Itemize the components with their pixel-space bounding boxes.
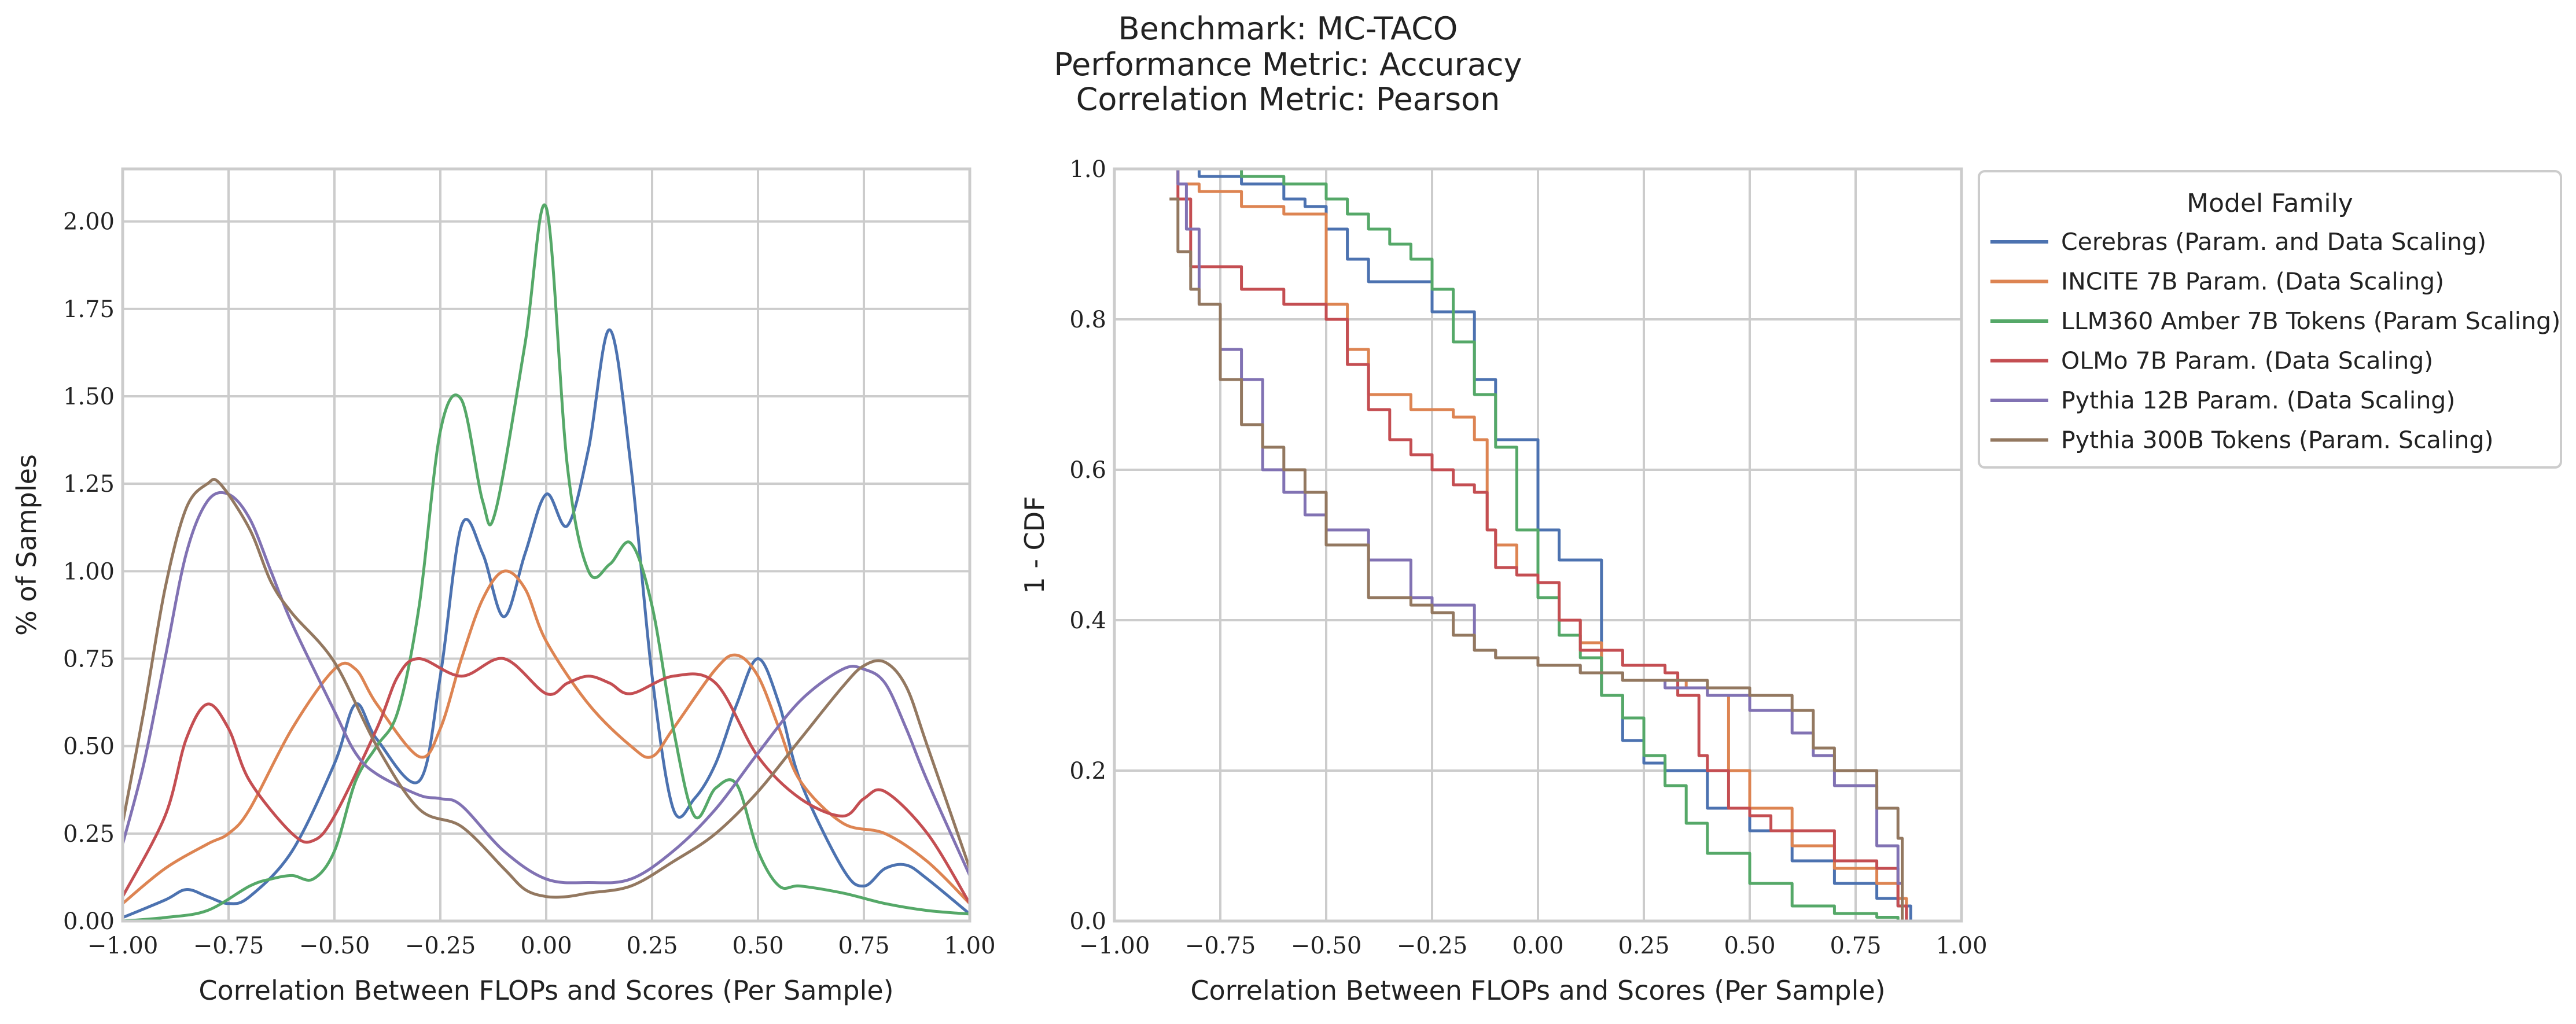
kde-y-tick-label: 1.75 (63, 296, 115, 323)
cdf-x-axis-label: Correlation Between FLOPs and Scores (Pe… (1190, 975, 1885, 1006)
cdf-x-tick-label: 0.75 (1830, 933, 1881, 959)
cdf-x-tick-label: 0.25 (1618, 933, 1669, 959)
legend-box (1978, 170, 2562, 469)
legend-label: OLMo 7B Param. (Data Scaling) (2061, 347, 2433, 375)
cdf-y-tick-label: 0.0 (1069, 908, 1106, 935)
cdf-x-tick-label: −0.75 (1185, 933, 1256, 959)
cdf-plot: −1.00 −0.75 −0.50 −0.25 0.00 0.25 0.50 0.75 1.00… (1019, 156, 1988, 1006)
legend-entry: Pythia 12B Param. (Data Scaling) (1990, 386, 2455, 414)
kde-plot: −1.00 −0.75 −0.50 −0.25 0.00 0.25 0.50 0.75 1.00… (11, 167, 996, 1006)
kde-series-llm360-amber-7b-tokens-param-scaling (122, 203, 970, 923)
kde-y-ticks: 0.00 0.25 0.50 0.75 1.00 1.25 1.50 1.75 2.00 (63, 209, 115, 935)
kde-x-axis-label: Correlation Between FLOPs and Scores (Pe… (198, 975, 893, 1006)
cdf-y-tick-label: 0.6 (1069, 457, 1106, 484)
cdf-series-olmo-7b-param-data-scaling (1169, 167, 1908, 921)
legend-title: Model Family (2187, 189, 2353, 218)
cdf-series-llm360-amber-7b-tokens-param-scaling (1165, 167, 1900, 921)
legend-label: Pythia 300B Tokens (Param. Scaling) (2061, 426, 2494, 454)
cdf-x-tick-label: −0.50 (1291, 933, 1362, 959)
kde-series-olmo-7b-param-data-scaling (121, 657, 971, 905)
kde-series-incite-7b-param-data-scaling (122, 569, 971, 905)
kde-x-tick-label: −1.00 (87, 933, 159, 959)
kde-x-tick-label: −0.25 (405, 933, 476, 959)
kde-y-tick-label: 0.25 (63, 821, 115, 848)
legend-label: LLM360 Amber 7B Tokens (Param Scaling) (2061, 307, 2560, 335)
cdf-y-tick-label: 0.2 (1069, 758, 1106, 784)
kde-plot-frame (121, 167, 971, 923)
legend-entry: LLM360 Amber 7B Tokens (Param Scaling) (1990, 307, 2560, 335)
cdf-y-tick-label: 0.8 (1069, 307, 1106, 333)
kde-y-tick-label: 1.25 (63, 471, 115, 498)
kde-y-tick-label: 1.00 (63, 558, 115, 585)
cdf-x-tick-label: 1.00 (1935, 933, 1987, 959)
kde-x-tick-label: 0.25 (626, 933, 678, 959)
legend-entry: Pythia 300B Tokens (Param. Scaling) (1990, 426, 2494, 454)
legend-label: INCITE 7B Param. (Data Scaling) (2061, 268, 2444, 296)
cdf-x-tick-label: 0.00 (1512, 933, 1563, 959)
kde-x-tick-label: 0.00 (520, 933, 572, 959)
cdf-series-lines (1165, 167, 1912, 921)
kde-y-tick-label: 0.50 (63, 734, 115, 760)
cdf-x-tick-label: 0.50 (1724, 933, 1775, 959)
kde-y-tick-label: 0.75 (63, 646, 115, 673)
legend-entry: OLMo 7B Param. (Data Scaling) (1990, 347, 2433, 375)
legend: Model Family Cerebras (Param. and Data S… (1978, 170, 2562, 469)
kde-series-pythia-12b-param-data-scaling (121, 491, 971, 885)
kde-y-tick-label: 0.00 (63, 908, 115, 935)
figure-title-line-2: Performance Metric: Accuracy (1054, 46, 1522, 83)
kde-x-tick-label: 0.75 (838, 933, 889, 959)
cdf-y-ticks: 0.0 0.2 0.4 0.6 0.8 1.0 (1069, 156, 1106, 935)
kde-y-tick-label: 2.00 (63, 209, 115, 235)
cdf-x-ticks: −1.00 −0.75 −0.50 −0.25 0.00 0.25 0.50 0.75 1.00 (1079, 933, 1988, 959)
legend-entry: Cerebras (Param. and Data Scaling) (1990, 228, 2486, 256)
kde-series-pythia-300b-tokens-param-scaling (121, 478, 971, 899)
cdf-y-tick-label: 1.0 (1069, 156, 1106, 183)
kde-y-axis-label: % of Samples (11, 454, 42, 636)
kde-series-lines (121, 203, 971, 923)
kde-x-tick-label: −0.75 (193, 933, 264, 959)
cdf-y-axis-label: 1 - CDF (1019, 496, 1050, 594)
kde-grid (122, 169, 971, 922)
kde-x-tick-label: −0.50 (299, 933, 370, 959)
cdf-plot-frame (1113, 167, 1963, 923)
kde-x-tick-label: 1.00 (944, 933, 995, 959)
figure-title-line-3: Correlation Metric: Pearson (1076, 81, 1500, 117)
kde-x-tick-label: 0.50 (732, 933, 783, 959)
kde-y-tick-label: 1.50 (63, 384, 115, 410)
cdf-series-pythia-300b-tokens-param-scaling (1169, 197, 1904, 921)
cdf-x-tick-label: −1.00 (1079, 933, 1150, 959)
legend-entries: Cerebras (Param. and Data Scaling) INCITE… (1990, 228, 2560, 454)
cdf-x-tick-label: −0.25 (1397, 933, 1468, 959)
legend-label: Pythia 12B Param. (Data Scaling) (2061, 386, 2455, 414)
legend-label: Cerebras (Param. and Data Scaling) (2061, 228, 2486, 256)
figure-title: Benchmark: MC-TACO Performance Metric: A… (1054, 10, 1522, 117)
kde-x-ticks: −1.00 −0.75 −0.50 −0.25 0.00 0.25 0.50 0.75 1.00 (87, 933, 996, 959)
legend-entry: INCITE 7B Param. (Data Scaling) (1990, 268, 2444, 296)
figure-title-line-1: Benchmark: MC-TACO (1118, 10, 1458, 47)
cdf-y-tick-label: 0.4 (1069, 607, 1106, 634)
